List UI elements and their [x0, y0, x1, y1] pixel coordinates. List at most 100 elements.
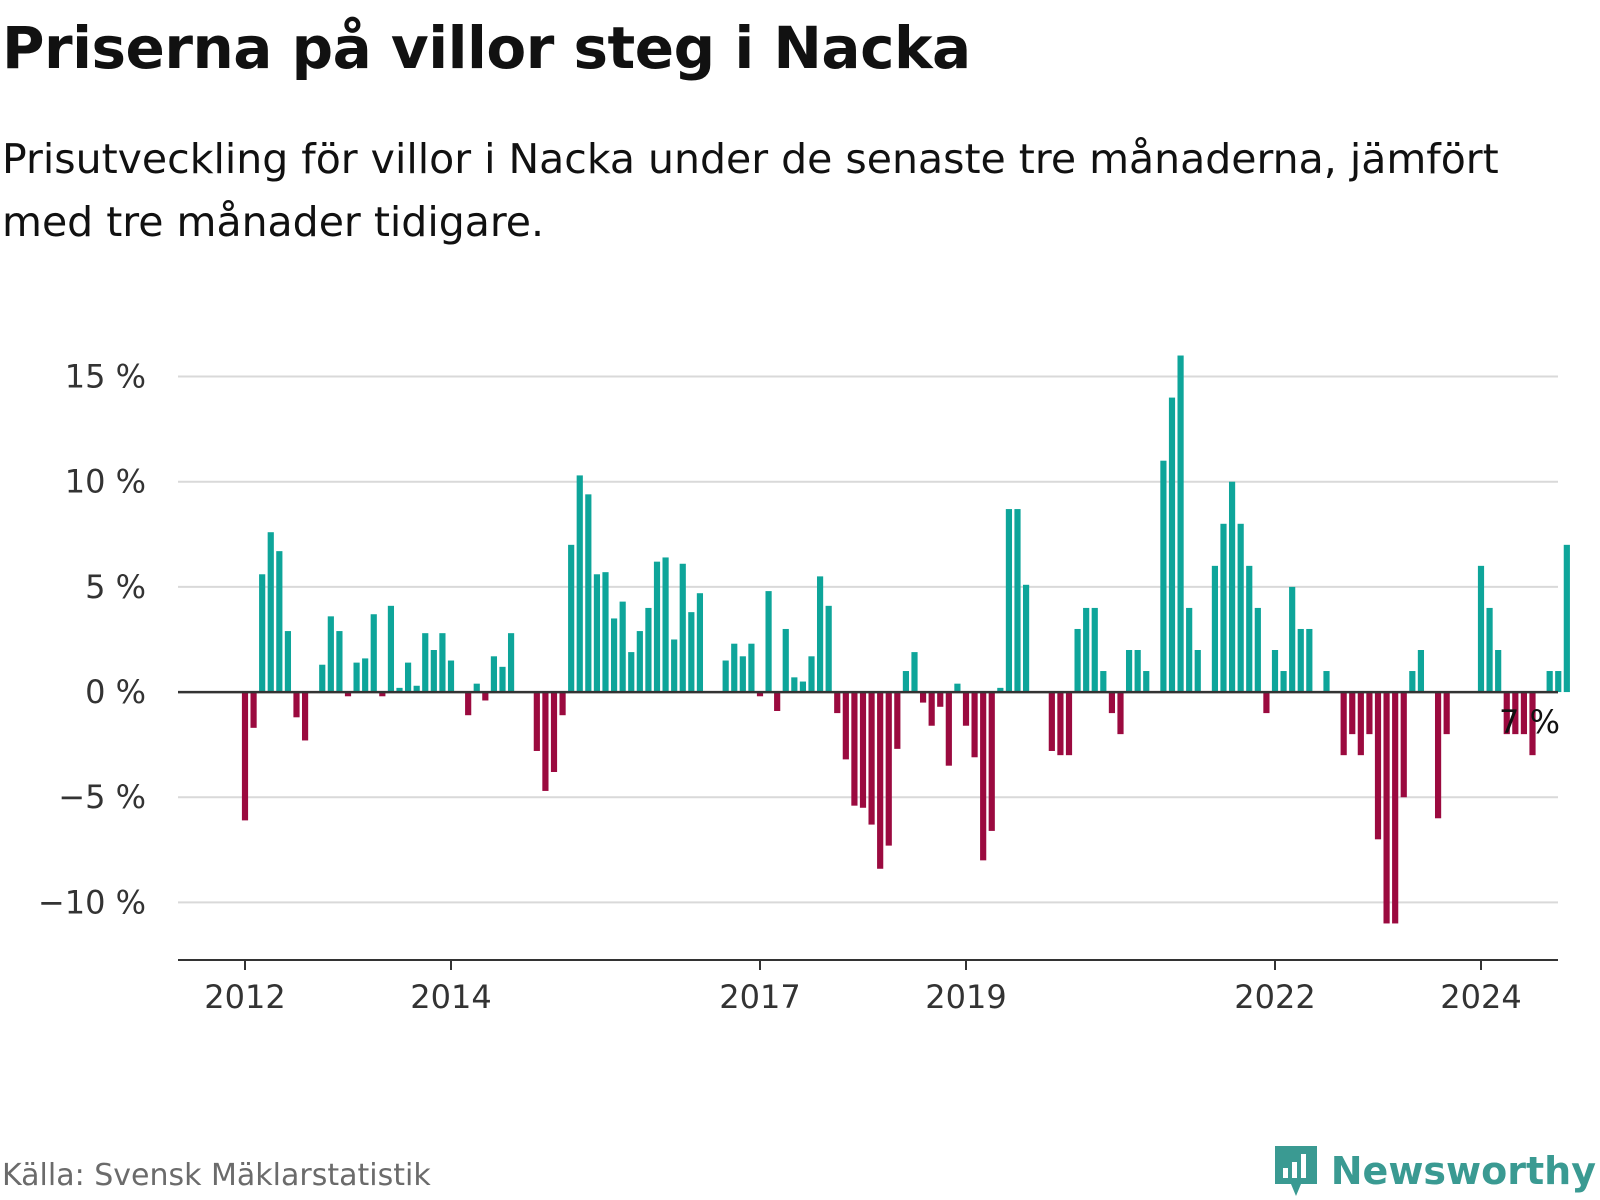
- bar: [885, 692, 892, 846]
- bar: [902, 671, 910, 693]
- bar: [928, 692, 935, 726]
- bar: [688, 612, 695, 693]
- newsworthy-logo[interactable]: Newsworthy: [1271, 1142, 1596, 1200]
- y-tick-label: 10 %: [65, 463, 146, 501]
- bar: [250, 692, 257, 728]
- x-tick-label: 2022: [1234, 978, 1315, 1016]
- bar: [1143, 671, 1150, 693]
- bar: [971, 692, 978, 758]
- bar: [1100, 671, 1107, 693]
- bar: [1005, 509, 1013, 693]
- bar: [1057, 692, 1064, 756]
- bar: [954, 683, 961, 693]
- bar: [765, 591, 772, 693]
- brand-name: Newsworthy: [1330, 1149, 1596, 1193]
- bar: [1280, 671, 1287, 693]
- bar: [962, 692, 970, 726]
- bar: [559, 692, 566, 716]
- y-tick-label: 15 %: [65, 358, 146, 396]
- bar: [834, 692, 841, 714]
- bar: [1083, 607, 1090, 693]
- bar: [1211, 565, 1219, 693]
- bar: [1108, 692, 1116, 714]
- bar: [1503, 692, 1510, 735]
- bar: [1237, 523, 1244, 693]
- bar: [1409, 671, 1416, 693]
- bar: [851, 692, 858, 806]
- bar: [782, 628, 789, 693]
- bar: [353, 662, 360, 693]
- bar: [1022, 584, 1030, 693]
- bar: [404, 662, 412, 693]
- bar: [473, 683, 480, 693]
- bar: [791, 677, 798, 693]
- bar: [1117, 692, 1124, 735]
- bar: [1271, 650, 1279, 693]
- bar: [602, 572, 609, 693]
- bar: [344, 692, 352, 697]
- bar: [1297, 628, 1304, 693]
- bar: [267, 532, 274, 693]
- bar: [679, 563, 686, 693]
- x-tick-label: 2012: [204, 978, 285, 1016]
- bar: [1074, 628, 1081, 693]
- bar: [1160, 460, 1167, 693]
- bar: [722, 660, 729, 693]
- bar: [1048, 692, 1055, 751]
- bar: [1289, 586, 1296, 693]
- x-tick-label: 2014: [410, 978, 491, 1016]
- bar: [319, 664, 326, 693]
- bar: [799, 681, 807, 693]
- x-tick-label: 2017: [719, 978, 800, 1016]
- bar: [413, 685, 420, 693]
- bar: [945, 692, 952, 766]
- bar: [756, 692, 764, 697]
- bar: [1417, 650, 1425, 693]
- bar: [825, 605, 832, 693]
- bar: [1194, 650, 1201, 693]
- bar: [387, 605, 395, 693]
- bar: [671, 639, 678, 693]
- bar: [911, 652, 918, 693]
- bar: [731, 643, 738, 693]
- bar: [808, 656, 815, 693]
- bar: [1220, 523, 1227, 693]
- bar: [774, 692, 781, 711]
- bar: [1349, 692, 1356, 735]
- bar: [259, 574, 266, 693]
- bar: [739, 656, 746, 693]
- bar: [1323, 671, 1330, 693]
- bar: [894, 692, 901, 749]
- bar: [610, 618, 618, 693]
- bar: [1555, 671, 1562, 693]
- bar: [1563, 544, 1570, 693]
- source-note: Källa: Svensk Mäklarstatistik: [2, 1158, 431, 1193]
- bar: [1383, 692, 1390, 924]
- bar: [576, 475, 583, 693]
- bar: [241, 692, 249, 821]
- bar: [1546, 671, 1553, 693]
- y-tick-label: −5 %: [58, 778, 146, 816]
- bar: [422, 633, 429, 693]
- chart-title: Priserna på villor steg i Nacka: [2, 14, 971, 82]
- bar: [1177, 355, 1184, 693]
- bar: [1392, 692, 1399, 924]
- bar: [1434, 692, 1442, 819]
- bar: [1486, 607, 1493, 693]
- y-tick-label: 5 %: [85, 568, 146, 606]
- bar-chart-icon: [1274, 1146, 1317, 1196]
- bar: [1495, 650, 1502, 693]
- bar: [439, 633, 446, 693]
- bar: [593, 574, 601, 693]
- bar: [1065, 692, 1073, 756]
- bar: [336, 631, 343, 693]
- bar: [662, 557, 669, 693]
- x-tick-label: 2024: [1440, 978, 1521, 1016]
- bar: [859, 692, 867, 808]
- bar: [379, 692, 386, 697]
- bar: [293, 692, 300, 718]
- bar: [868, 692, 875, 825]
- bar: [1306, 628, 1313, 693]
- bar: [1228, 481, 1236, 693]
- gridlines: [178, 375, 1558, 904]
